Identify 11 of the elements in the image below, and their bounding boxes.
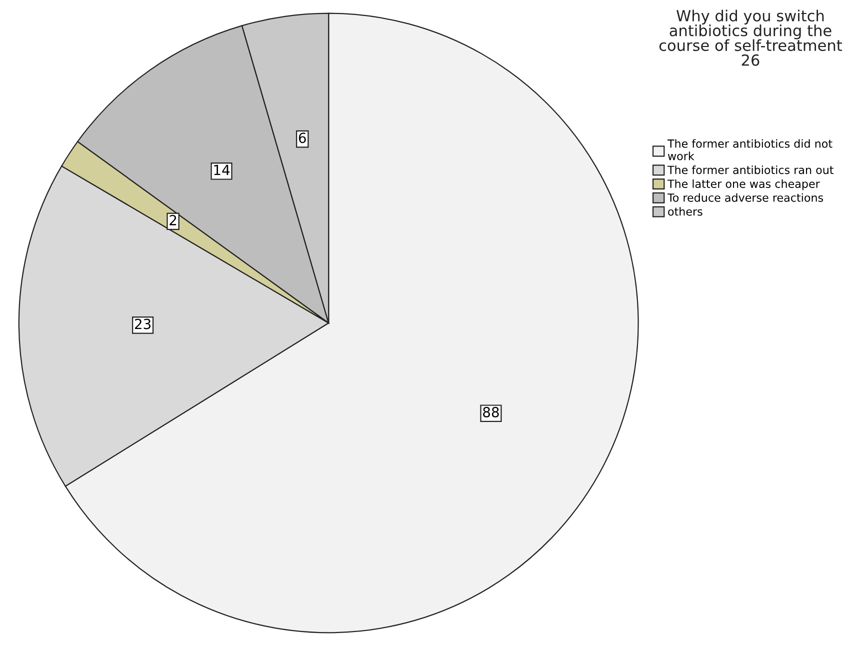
legend-label: The latter one was cheaper: [667, 179, 820, 190]
data-label: 14: [214, 164, 230, 175]
legend-label: To reduce adverse reactions: [667, 193, 824, 202]
legend-label: The former antibiotics did not work: [667, 139, 832, 160]
data-label: 23: [134, 318, 151, 330]
data-label: 2: [170, 214, 176, 226]
legend-label: others: [668, 207, 702, 216]
data-label: 6: [298, 132, 306, 144]
legend-label: The former antibiotics ran out: [667, 166, 834, 174]
data-label: 88: [483, 406, 499, 418]
text: Why did you switch antibiotics during the course of self-treatment 26: [659, 10, 842, 66]
